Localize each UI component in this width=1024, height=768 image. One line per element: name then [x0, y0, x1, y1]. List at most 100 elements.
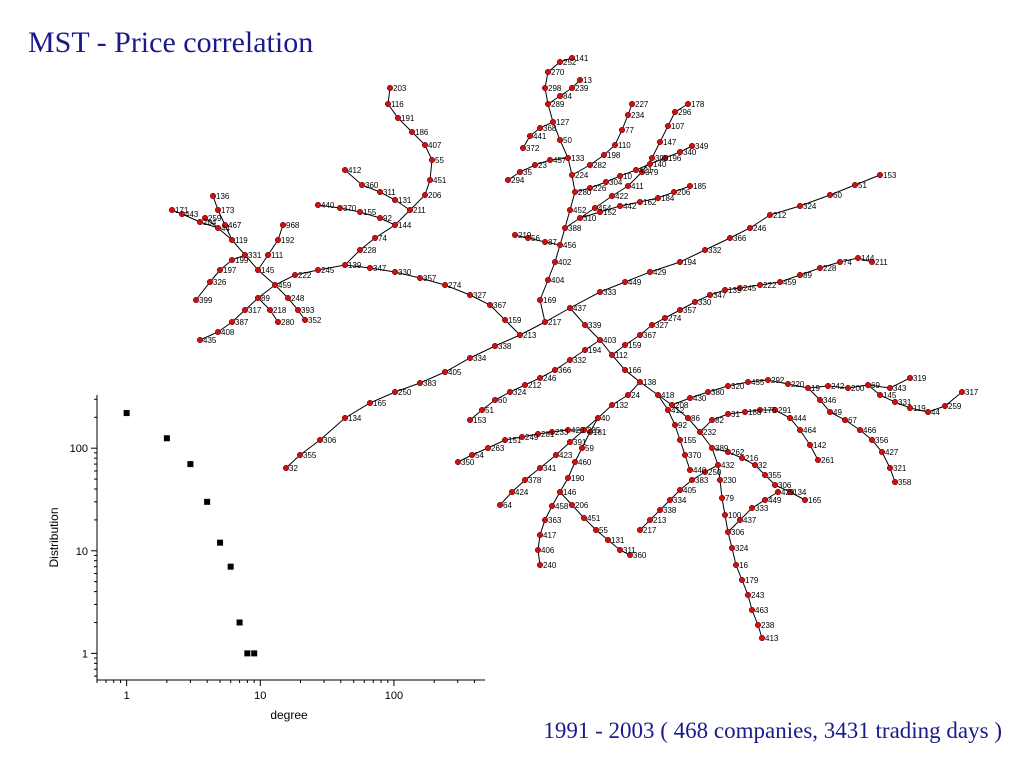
tree-node	[556, 136, 564, 144]
tree-node	[511, 231, 519, 239]
tree-node	[706, 291, 714, 299]
y-axis-title: Distribution	[47, 507, 61, 567]
tree-node-label: 435	[203, 336, 217, 345]
tree-node	[264, 251, 272, 259]
tree-node	[748, 606, 756, 614]
tree-node	[632, 166, 640, 174]
tree-node	[816, 264, 824, 272]
tree-node	[608, 351, 616, 359]
tree-node-label: 285	[587, 426, 601, 435]
tree-node-label: 144	[398, 221, 412, 230]
tree-node	[804, 384, 812, 392]
tree-node	[664, 406, 672, 414]
tree-node-label: 116	[391, 100, 404, 109]
tree-node	[676, 148, 684, 156]
tree-node-label: 441	[533, 132, 547, 141]
tree-node-label: 327	[655, 321, 669, 330]
tree-node-label: 100	[728, 511, 742, 520]
tree-node-label: 208	[675, 401, 689, 410]
tree-node	[661, 154, 669, 162]
tree-node	[616, 172, 624, 180]
tree-node	[581, 321, 589, 329]
tree-node-label: 140	[653, 160, 667, 169]
tree-node-label: 188	[748, 408, 762, 417]
tree-node	[536, 531, 544, 539]
tree-node-label: 166	[628, 366, 642, 375]
tree-node-label: 340	[683, 148, 697, 157]
tree-node-label: 440	[321, 201, 335, 210]
tree-node-label: 199	[235, 256, 249, 265]
tree-node	[568, 501, 576, 509]
tree-node	[851, 181, 859, 189]
tree-node-label: 211	[413, 206, 426, 215]
tree-node	[521, 476, 529, 484]
tree-node-label: 280	[578, 188, 592, 197]
tree-node	[646, 516, 654, 524]
tree-node	[214, 206, 222, 214]
tree-node	[671, 108, 679, 116]
tree-edge	[212, 195, 233, 241]
tree-node-label: 358	[898, 478, 912, 487]
tree-node-label: 226	[593, 184, 607, 193]
tree-node-label: 60	[498, 396, 507, 405]
tree-node-label: 233	[555, 428, 569, 437]
tree-node	[732, 561, 740, 569]
tree-node	[534, 546, 542, 554]
tree-node-label: 77	[625, 126, 634, 135]
tree-node-label: 153	[473, 416, 487, 425]
tree-node-label: 429	[781, 488, 795, 497]
tree-node	[636, 526, 644, 534]
tree-node	[596, 336, 604, 344]
tree-node	[491, 396, 499, 404]
tree-node-label: 403	[603, 336, 617, 345]
tree-edge	[469, 339, 601, 421]
tree-node-label: 259	[948, 402, 962, 411]
tree-node-label: 406	[541, 546, 555, 555]
tree-node-label: 341	[543, 464, 557, 473]
tree-node	[592, 526, 600, 534]
tree-node-label: 79	[725, 494, 734, 503]
x-tick-label: 100	[385, 690, 403, 702]
tree-node	[621, 366, 629, 374]
x-axis-title: degree	[270, 708, 308, 722]
tree-node	[571, 458, 579, 466]
tree-node-label: 326	[213, 278, 227, 287]
tree-node	[691, 298, 699, 306]
tree-node-label: 50	[563, 136, 572, 145]
tree-node-label: 370	[688, 451, 702, 460]
tree-node-label: 306	[323, 436, 337, 445]
tree-node	[284, 294, 292, 302]
tree-node	[686, 394, 694, 402]
tree-node	[341, 414, 349, 422]
tree-node-label: 184	[661, 194, 675, 203]
tree-node-label: 451	[587, 514, 601, 523]
tree-node-label: 165	[373, 399, 387, 408]
tree-node	[536, 464, 544, 472]
tree-node-label: 404	[551, 276, 565, 285]
tree-node	[416, 274, 424, 282]
tree-node-label: 330	[698, 298, 712, 307]
tree-node-label: 55	[599, 526, 608, 535]
tree-node	[566, 304, 574, 312]
tree-node	[786, 414, 794, 422]
tree-node	[580, 514, 588, 522]
tree-node	[209, 192, 217, 200]
x-tick-label: 10	[254, 690, 266, 702]
tree-node-label: 968	[286, 221, 300, 230]
tree-node-label: 405	[683, 486, 697, 495]
tree-node-label: 304	[609, 178, 623, 187]
tree-node	[576, 214, 584, 222]
tree-node	[336, 204, 344, 212]
tree-node-label: 173	[221, 206, 235, 215]
tree-node-label: 317	[248, 306, 262, 315]
tree-node-label: 146	[563, 488, 577, 497]
tree-node	[556, 58, 564, 66]
tree-node	[416, 379, 424, 387]
tree-node-label: 379	[645, 168, 659, 177]
tree-node-label: 49	[833, 408, 842, 417]
tree-node-label: 92	[678, 421, 687, 430]
tree-node-label: 194	[683, 258, 697, 267]
tree-node	[466, 291, 474, 299]
tree-node	[646, 268, 654, 276]
tree-node-label: 10	[623, 172, 632, 181]
